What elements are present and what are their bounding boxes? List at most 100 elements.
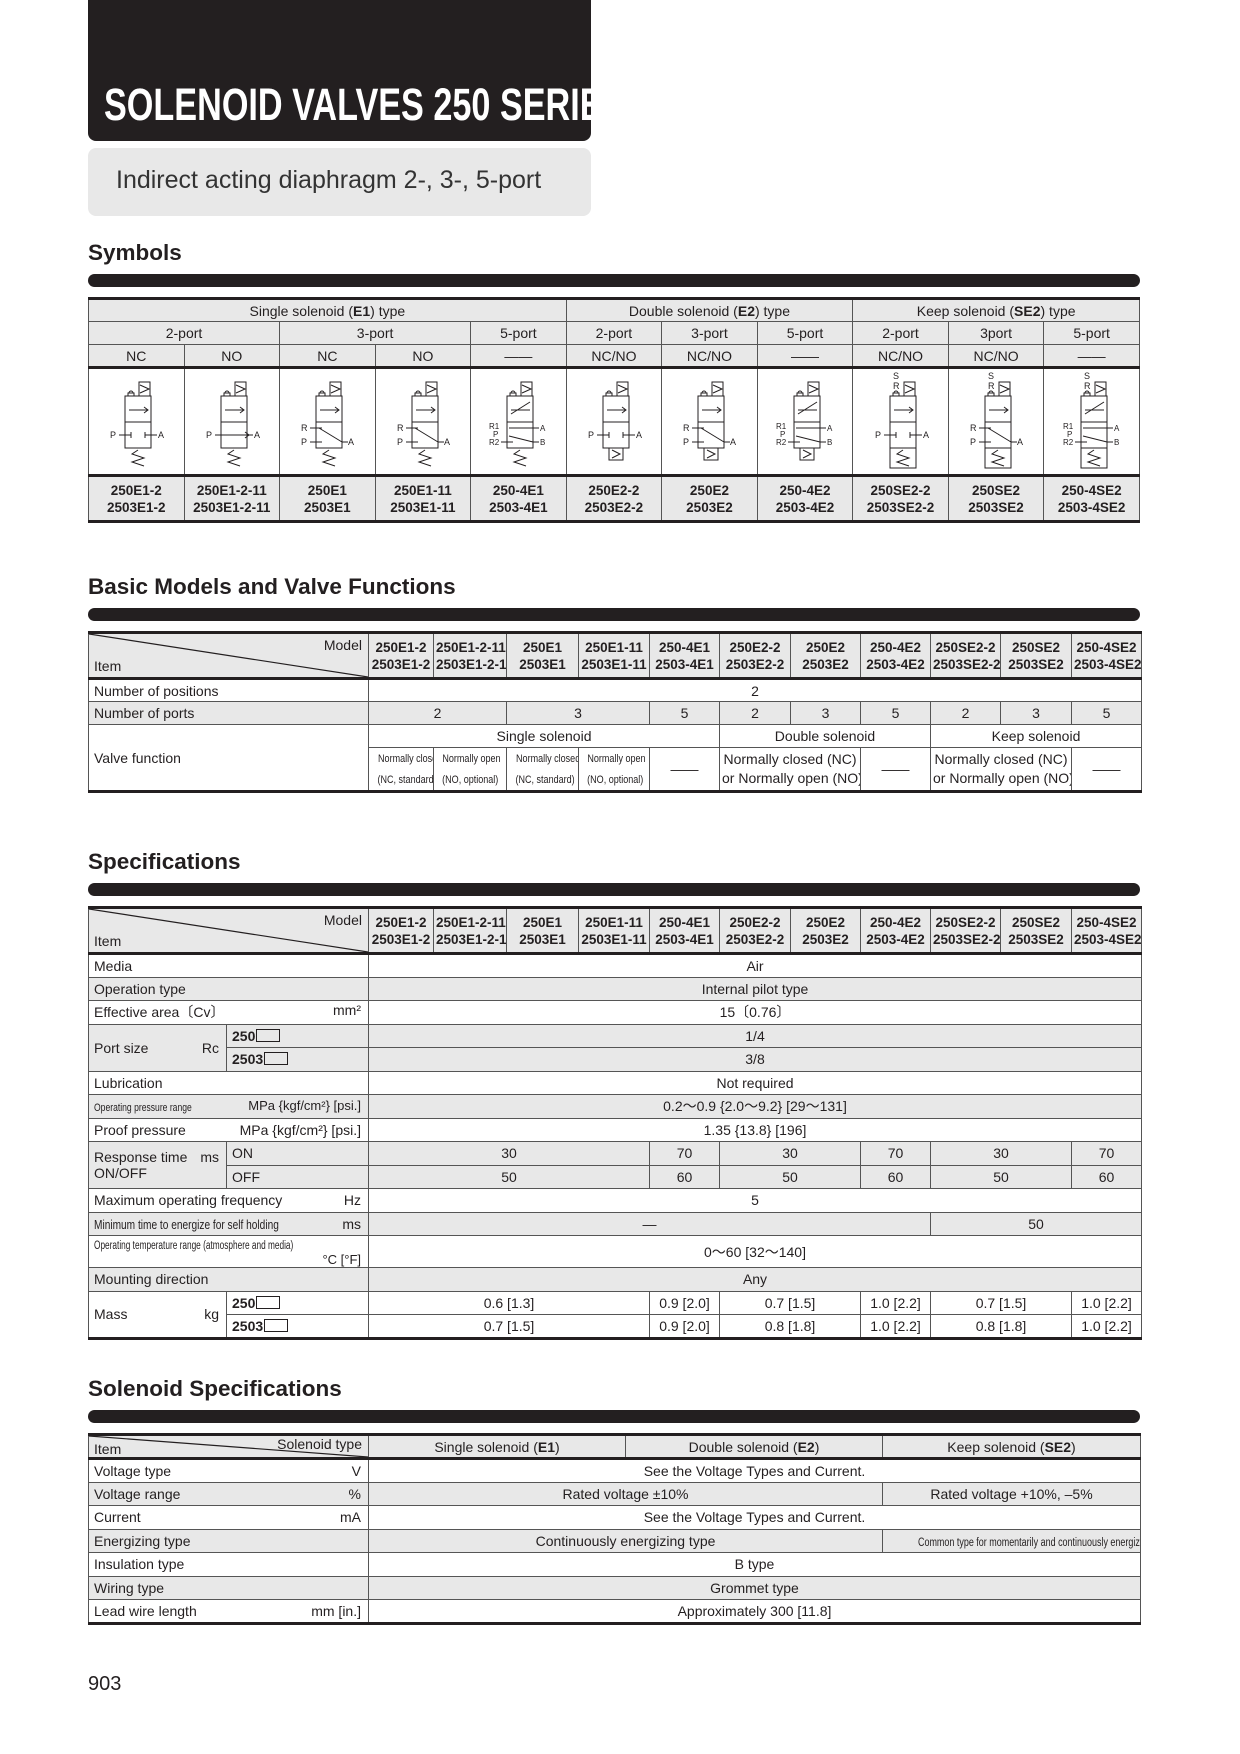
model-code: 250E1 [522,914,563,930]
function-header-text: NC/NO [686,347,733,364]
not-applicable-cell: —— [860,747,931,792]
column-axis-label: Solenoid type [277,1436,362,1452]
function-header-text: —— [504,347,533,364]
mass-value: 0.6 [1.3] [368,1290,650,1315]
function-group-text: Single solenoid [496,728,592,744]
model-code: 250-4E2 [869,914,922,930]
function-text: or Normally open (NO) [722,770,861,786]
row-label: Port size Rc [88,1023,227,1072]
sub-label-text: OFF [232,1168,260,1185]
svg-text:A: A [348,437,354,447]
function-header: —— [756,344,854,369]
model-code: 2503SE2 [1008,656,1064,672]
svg-text:A: A [923,430,929,440]
label-text: Wiring type [94,1579,165,1596]
model-code: 2503E1-11 [581,931,647,947]
unit-text: ms [342,1215,361,1232]
row-label-text: Number of positions [94,682,219,699]
spec-value: — [368,1211,931,1236]
solenoid-spec-value-text: See the Voltage Types and Current. [643,1509,866,1526]
model-code: 2503-4SE2 [1057,499,1126,515]
svg-text:R: R [301,423,308,433]
model-header-cell: 250E1-2-11 2503E1-2-11 [433,632,507,680]
model-placeholder-box [256,1295,281,1309]
model-code: 250E1 [522,639,563,655]
unit-text: Hz [343,1192,361,1209]
solenoid-spec-value-text: Rated voltage ±10% [562,1485,689,1502]
model-code: 250-4SE2 [1061,482,1122,498]
model-code: 2503E2-2 [725,656,785,672]
model-code: 2503E2-2 [725,931,785,947]
spec-value: Internal pilot type [368,976,1142,1001]
ports-value-text: 2 [433,705,442,721]
not-applicable-cell: —— [649,747,720,792]
row-label: Mounting direction [88,1267,369,1292]
section-divider [88,883,1140,896]
section-heading: Specifications [88,849,241,874]
svg-text:P: P [780,430,785,439]
port-count-header-text: 3port [980,325,1012,341]
port-count-header-text: 5-port [786,325,824,341]
ports-value-text: 2 [961,705,970,721]
sub-label: ON [226,1141,369,1166]
function-group-text: Keep solenoid [991,728,1081,744]
sub-label-text: 2503 [232,1051,264,1068]
function-header: NO [374,344,472,369]
section-divider [88,1410,1140,1423]
solenoid-type-group: Keep solenoid (SE2) type [852,298,1140,322]
function-group-text: Double solenoid [774,728,876,744]
function-header-text: NO [221,347,243,364]
port-count-header: 3port [947,321,1045,345]
header-corner-cell: Solenoid type Item [88,1434,369,1460]
mass-value: 1.0 [2.2] [1071,1290,1142,1315]
section-divider [88,608,1140,621]
function-text: or Normally open (NO) [933,770,1072,786]
solenoid-type-header: Keep solenoid (SE2) [882,1434,1141,1460]
model-header-cell: 250-4SE2 2503-4SE2 [1071,907,1142,955]
function-header-text: NO [412,347,434,364]
function-text: (NC, standard) [515,774,575,786]
svg-text:R: R [970,423,977,433]
mass-value: 0.7 [1.5] [368,1314,650,1339]
sub-label-text: 250 [232,1027,256,1044]
svg-text:R: R [1084,381,1091,391]
row-label: Voltage range% [88,1481,369,1506]
solenoid-specifications-section: Solenoid Specifications Solenoid type Ite… [88,1376,1141,1625]
svg-text:S: S [1084,371,1090,381]
spec-value-text: 0.2～0.9 {2.0～9.2} [29～131] [663,1098,847,1115]
label-text: Operating pressure range [94,1102,192,1115]
valve-function-cell: Normally closed (NC) or Normally open (NO… [930,747,1072,792]
spec-value: 15〔0.76〕 [368,1000,1142,1025]
svg-text:R1: R1 [776,422,787,431]
group-text: ) type [1040,302,1076,319]
function-header: NC/NO [947,344,1045,369]
solenoid-spec-value: Approximately 300 [11.8] [368,1599,1141,1624]
function-header-text: —— [790,347,819,364]
header-corner-cell: Model Item [88,907,369,955]
ports-value: 5 [649,701,720,725]
model-header-cell: 250E2-2 2503E2-2 [719,632,791,680]
row-label: Valve function [88,724,369,792]
function-header-text: NC/NO [591,347,637,364]
row-label: Effective area〔Cv〕 mm² [88,1000,369,1025]
svg-text:B: B [827,438,832,447]
symbol-drawing: SR P A [875,371,929,469]
model-header-cell: 250E1 2503E1 [506,907,579,955]
function-text: Normally closed [378,753,433,765]
diagonal-divider [89,909,368,952]
function-header-text: NC/NO [877,347,924,364]
model-code: 2503E2-2 [584,499,644,515]
model-code: 250E2-2 [588,482,640,498]
model-code: 2503-4E2 [866,931,925,947]
response-off-value: 50 [368,1164,650,1189]
svg-text:A: A [158,430,164,440]
model-code: 2503SE2 [968,499,1024,515]
model-header-cell: 250-4E2 2503-4E2 [756,475,854,522]
label-text: Port size [94,1039,149,1056]
model-code: 250E1-11 [393,482,452,498]
spec-value-text: 3/8 [745,1051,765,1068]
solenoid-spec-value-text: Approximately 300 [11.8] [677,1602,832,1619]
model-header-cell: 250E2 2503E2 [661,475,758,522]
